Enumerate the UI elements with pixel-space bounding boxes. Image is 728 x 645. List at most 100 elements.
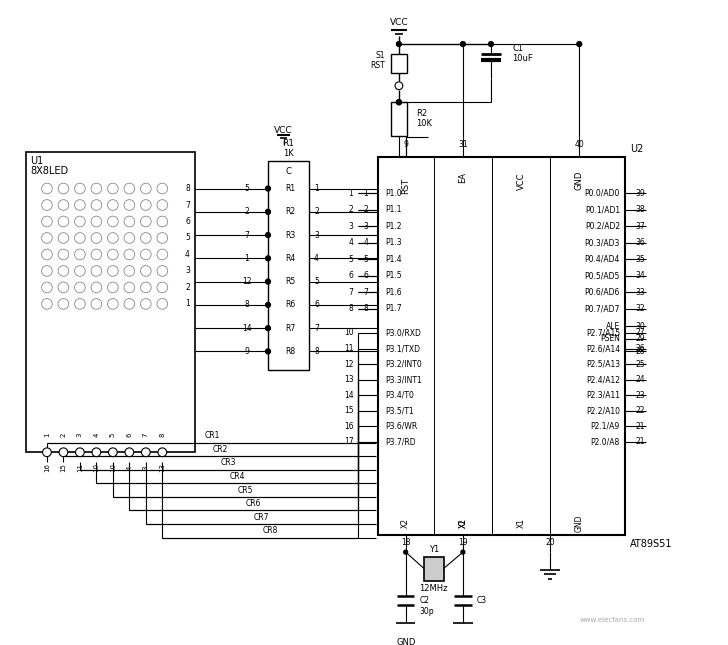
Text: 6: 6 <box>127 433 132 437</box>
Circle shape <box>108 249 118 260</box>
Circle shape <box>141 299 151 309</box>
Text: R1: R1 <box>285 184 296 193</box>
Text: 7: 7 <box>363 288 368 297</box>
Text: 32: 32 <box>636 304 645 313</box>
Text: 23: 23 <box>636 391 645 399</box>
Text: P1.3: P1.3 <box>385 238 402 247</box>
Bar <box>391 102 407 136</box>
Circle shape <box>91 282 102 293</box>
Circle shape <box>397 100 401 104</box>
Circle shape <box>125 448 134 457</box>
Circle shape <box>74 266 85 276</box>
Text: 2: 2 <box>314 207 319 216</box>
Text: 19: 19 <box>458 538 467 547</box>
Text: 31: 31 <box>458 141 467 150</box>
Text: P3.0/RXD: P3.0/RXD <box>385 328 422 337</box>
Text: P2.7/A15: P2.7/A15 <box>586 328 620 337</box>
Text: P2.3/A11: P2.3/A11 <box>586 391 620 399</box>
Text: 22: 22 <box>636 406 645 415</box>
Text: P3.7/RD: P3.7/RD <box>385 437 416 446</box>
Circle shape <box>108 183 118 194</box>
Text: 21: 21 <box>636 422 645 431</box>
Text: P0.7/AD7: P0.7/AD7 <box>585 304 620 313</box>
Text: 37: 37 <box>636 222 645 231</box>
Circle shape <box>108 200 118 210</box>
Circle shape <box>108 216 118 227</box>
Text: 39: 39 <box>636 189 645 198</box>
Circle shape <box>58 233 68 243</box>
Circle shape <box>91 299 102 309</box>
Circle shape <box>58 266 68 276</box>
Circle shape <box>124 249 135 260</box>
Circle shape <box>59 448 68 457</box>
Text: RST: RST <box>401 177 410 194</box>
Text: 20: 20 <box>545 538 555 547</box>
Text: 1: 1 <box>363 189 368 198</box>
Circle shape <box>74 183 85 194</box>
Text: 1: 1 <box>349 189 353 198</box>
Text: VCC: VCC <box>517 172 526 190</box>
Circle shape <box>395 82 403 90</box>
Text: P3.5/T1: P3.5/T1 <box>385 406 414 415</box>
Text: RST: RST <box>371 61 385 70</box>
Circle shape <box>124 282 135 293</box>
Text: P3.3/INT1: P3.3/INT1 <box>385 375 422 384</box>
Text: 2: 2 <box>363 205 368 214</box>
Text: 3: 3 <box>314 230 319 239</box>
Circle shape <box>41 249 52 260</box>
Text: CR1: CR1 <box>205 432 220 441</box>
Text: 6: 6 <box>349 272 353 281</box>
Text: 2: 2 <box>245 207 249 216</box>
Text: 6: 6 <box>185 217 190 226</box>
Circle shape <box>74 299 85 309</box>
Text: 1: 1 <box>245 254 249 263</box>
Text: 1: 1 <box>314 184 319 193</box>
Text: 30p: 30p <box>419 607 434 616</box>
Text: U1: U1 <box>31 156 44 166</box>
Text: 36: 36 <box>636 238 645 247</box>
Circle shape <box>404 550 408 554</box>
Text: 12: 12 <box>344 359 353 368</box>
Circle shape <box>74 216 85 227</box>
Text: 9: 9 <box>244 347 249 356</box>
Text: 3: 3 <box>185 266 190 275</box>
Text: S1: S1 <box>376 51 385 60</box>
Text: P3.1/TXD: P3.1/TXD <box>385 344 420 353</box>
Text: 7: 7 <box>314 324 319 333</box>
Text: X1: X1 <box>459 518 467 528</box>
Text: 30: 30 <box>636 322 645 331</box>
Text: 17: 17 <box>344 437 353 446</box>
Text: P2.2/A10: P2.2/A10 <box>586 406 620 415</box>
Text: 4: 4 <box>93 433 100 437</box>
Text: 25: 25 <box>636 359 645 368</box>
Text: P2.6/A14: P2.6/A14 <box>586 344 620 353</box>
Circle shape <box>141 448 150 457</box>
Text: P1.6: P1.6 <box>385 288 402 297</box>
Text: Y1: Y1 <box>429 545 439 553</box>
Circle shape <box>157 183 167 194</box>
Text: R3: R3 <box>285 230 296 239</box>
Text: 4: 4 <box>127 466 132 470</box>
Text: PSEN: PSEN <box>600 334 620 343</box>
Circle shape <box>92 448 100 457</box>
Text: 26: 26 <box>636 344 645 353</box>
Text: R7: R7 <box>285 324 296 333</box>
Text: 10: 10 <box>93 463 100 472</box>
Text: P2.4/A12: P2.4/A12 <box>586 375 620 384</box>
Circle shape <box>74 249 85 260</box>
Text: 27: 27 <box>636 328 645 337</box>
Circle shape <box>157 216 167 227</box>
Text: 4: 4 <box>349 238 353 247</box>
Text: P0.3/AD3: P0.3/AD3 <box>585 238 620 247</box>
Text: 28: 28 <box>636 347 645 356</box>
Text: 35: 35 <box>636 255 645 264</box>
Text: 3: 3 <box>143 466 149 470</box>
Bar <box>268 161 309 370</box>
Text: 4: 4 <box>363 238 368 247</box>
Circle shape <box>141 233 151 243</box>
Circle shape <box>41 266 52 276</box>
Text: 1K: 1K <box>283 149 293 158</box>
Text: AT89S51: AT89S51 <box>630 539 672 550</box>
Text: 7: 7 <box>185 201 190 210</box>
Text: CR8: CR8 <box>262 526 277 535</box>
